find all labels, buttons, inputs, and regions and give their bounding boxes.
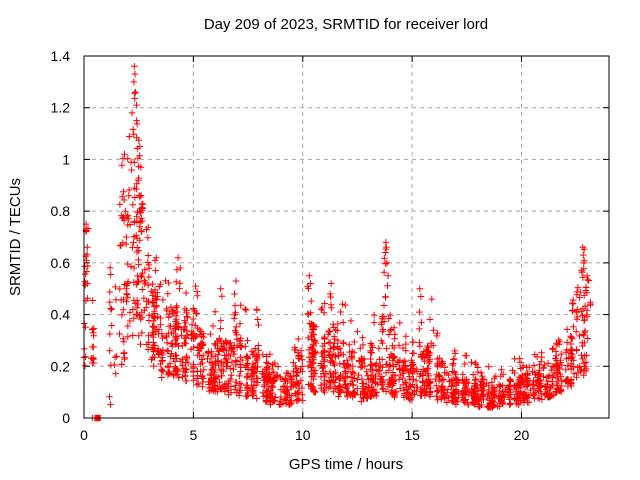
x-tick-label: 5 [189,427,197,443]
x-tick-label: 0 [80,427,88,443]
scatter-data-points [80,63,594,422]
x-tick-label: 20 [514,427,530,443]
y-tick-label: 0.2 [51,358,71,374]
y-axis-label: SRMTID / TECUs [7,178,24,296]
plot-border [83,55,610,419]
chart-title: Day 209 of 2023, SRMTID for receiver lor… [204,16,488,33]
y-tick-label: 1 [62,151,70,167]
y-tick-label: 0 [62,410,70,426]
x-axis-label: GPS time / hours [289,456,403,473]
y-tick-label: 0.4 [51,307,71,323]
x-tick-label: 10 [295,427,311,443]
y-tick-label: 1.2 [51,100,71,116]
y-tick-labels: 0 0.2 0.4 0.6 0.8 1 1.2 1.4 [51,48,71,426]
y-tick-label: 0.8 [51,203,71,219]
y-tick-label: 0.6 [51,255,71,271]
y-tick-label: 1.4 [51,48,71,64]
x-tick-labels: 0 5 10 15 20 [80,427,529,443]
x-tick-label: 15 [404,427,420,443]
